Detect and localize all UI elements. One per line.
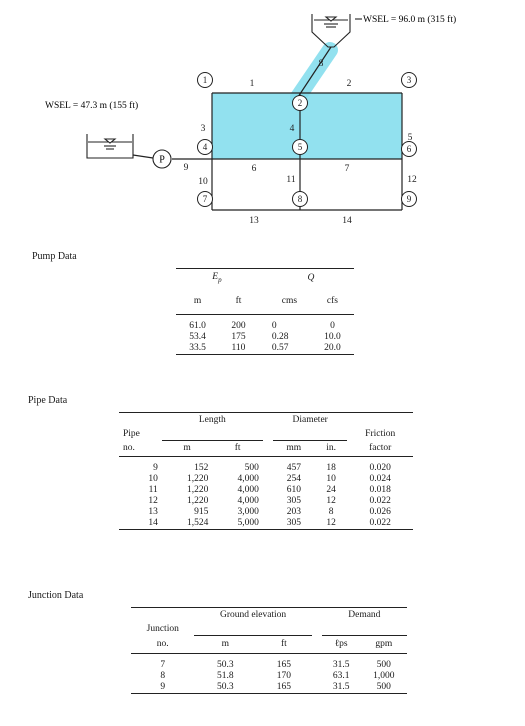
pipe-label-13: 13 (249, 216, 259, 226)
svg-text:2: 2 (298, 98, 303, 108)
table-row: 11 1,220 4,000 610 24 0.018 (148, 484, 391, 495)
svg-text:5: 5 (298, 142, 303, 152)
node-8: 8 (292, 191, 308, 207)
table-row: 14 1,524 5,000 305 12 0.022 (119, 517, 413, 530)
pipe-head-pipe: Pipe (123, 429, 140, 439)
pump-unit-m: m (176, 288, 220, 315)
pump-head-q: Q (267, 268, 354, 289)
node-6: 6 (401, 141, 417, 157)
node-3: 3 (401, 72, 417, 88)
svg-text:3: 3 (407, 75, 412, 85)
pipe-label-7: 7 (345, 164, 350, 174)
pipe-data-title: Pipe Data (28, 395, 68, 406)
pump-unit-ft: ft (219, 288, 258, 315)
pipe-8 (297, 46, 332, 98)
pipe-head-friction: Friction (365, 429, 396, 439)
pipe-head-diameter: Diameter (272, 412, 348, 429)
table-row: 33.5 110 0.57 20.0 (176, 342, 354, 355)
pipe-label-11: 11 (286, 175, 295, 185)
pipe-label-3: 3 (201, 124, 206, 134)
svg-text:9: 9 (407, 194, 412, 204)
table-row: 12 1,220 4,000 305 12 0.022 (148, 495, 391, 506)
pipe-label-14: 14 (342, 216, 352, 226)
junction-head-demand: Demand (321, 607, 407, 624)
node-2: 2 (292, 95, 308, 111)
svg-text:6: 6 (407, 144, 412, 154)
svg-text:1: 1 (203, 75, 208, 85)
pipe-head-factor: factor (347, 440, 413, 457)
pipe-head-length: Length (161, 412, 263, 429)
pipe-label-2: 2 (347, 79, 352, 89)
pipe-data-table: Length Diameter Pipe Friction no. m ft m… (119, 412, 413, 530)
pipe-9-suction (132, 154, 154, 159)
node-1: 1 (197, 72, 213, 88)
pump-unit-cfs: cfs (310, 288, 354, 315)
table-row: 53.4 175 0.28 10.0 (189, 331, 341, 342)
node-9: 9 (401, 191, 417, 207)
pipe-label-9: 9 (184, 163, 189, 173)
junction-data-table: Ground elevation Demand Junction no. m f… (131, 607, 407, 694)
junction-data-title: Junction Data (28, 590, 84, 601)
pump-symbol: P (152, 149, 172, 169)
pipe-head-no: no. (119, 440, 162, 457)
pipe-label-12: 12 (407, 175, 417, 185)
pipe-label-8: 8 (319, 59, 324, 69)
table-row: 10 1,220 4,000 254 10 0.024 (148, 473, 391, 484)
junction-head-no: no. (131, 635, 195, 654)
pipe-network-diagram: P WSEL = 96.0 m (315 ft) WSEL = 47.3 m (… (45, 14, 456, 226)
pipe-label-5: 5 (408, 133, 413, 143)
svg-text:7: 7 (203, 194, 208, 204)
pump-unit-cms: cms (267, 288, 311, 315)
pipe-label-4: 4 (290, 124, 295, 134)
junction-head-junction: Junction (146, 624, 179, 634)
pipe-label-1: 1 (250, 79, 255, 89)
table-row: 7 50.3 165 31.5 500 (160, 659, 391, 670)
loop-highlight-left (212, 93, 300, 159)
table-row: 61.0 200 0 0 (189, 320, 335, 331)
wsel-lower-label: WSEL = 47.3 m (155 ft) (45, 100, 138, 111)
pump-data-title: Pump Data (32, 251, 77, 262)
pipe-label-6: 6 (252, 164, 257, 174)
table-row: 8 51.8 170 63.1 1,000 (160, 670, 395, 681)
loop-highlight-right (300, 93, 402, 159)
pipe-label-10: 10 (198, 177, 208, 187)
pump-head-ep: Ep (176, 268, 258, 289)
upper-reservoir (311, 14, 362, 48)
lower-reservoir (86, 134, 134, 159)
node-5: 5 (292, 139, 308, 155)
pump-label: P (159, 155, 165, 166)
table-row: 9 50.3 165 31.5 500 (131, 681, 407, 694)
junction-head-ground: Ground elevation (194, 607, 312, 624)
node-4: 4 (197, 139, 213, 155)
pump-data-table: Ep Q m ft cms cfs 61.0 200 0 0 53.4 175 … (176, 268, 354, 355)
node-7: 7 (197, 191, 213, 207)
wsel-upper-label: WSEL = 96.0 m (315 ft) (363, 14, 456, 25)
table-row: 9 152 500 457 18 0.020 (153, 462, 391, 473)
table-row: 13 915 3,000 203 8 0.026 (148, 506, 391, 517)
svg-text:4: 4 (203, 142, 208, 152)
svg-text:8: 8 (298, 194, 303, 204)
